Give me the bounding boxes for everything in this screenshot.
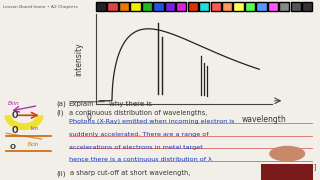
Text: (i): (i) — [56, 110, 63, 116]
FancyBboxPatch shape — [108, 2, 118, 12]
Text: a sharp cut-off at short wavelength,: a sharp cut-off at short wavelength, — [70, 170, 191, 176]
FancyBboxPatch shape — [268, 2, 278, 12]
FancyBboxPatch shape — [199, 2, 209, 12]
Text: Photons (X-Ray) emitted when incoming electron is: Photons (X-Ray) emitted when incoming el… — [69, 119, 234, 124]
FancyBboxPatch shape — [119, 2, 129, 12]
FancyBboxPatch shape — [176, 2, 187, 12]
FancyBboxPatch shape — [211, 2, 221, 12]
Text: (a): (a) — [56, 101, 66, 107]
Text: O: O — [10, 144, 16, 150]
FancyBboxPatch shape — [130, 2, 140, 12]
Ellipse shape — [269, 146, 305, 162]
FancyBboxPatch shape — [256, 2, 267, 12]
Text: Ekin: Ekin — [8, 101, 20, 105]
Text: a continuous distribution of wavelengths,: a continuous distribution of wavelengths… — [69, 110, 207, 116]
Text: why there is: why there is — [109, 101, 152, 107]
FancyBboxPatch shape — [245, 2, 255, 12]
Text: kin: kin — [30, 126, 38, 131]
Text: wavelength: wavelength — [241, 115, 286, 124]
Text: O: O — [11, 111, 18, 120]
Text: Explain: Explain — [69, 101, 94, 107]
Text: 0: 0 — [86, 113, 92, 122]
FancyBboxPatch shape — [153, 2, 164, 12]
Text: accelerations of electrons in metal target: accelerations of electrons in metal targ… — [69, 145, 203, 150]
FancyBboxPatch shape — [142, 2, 152, 12]
FancyBboxPatch shape — [302, 2, 312, 12]
Text: Lesson Board home • A2 Chapters: Lesson Board home • A2 Chapters — [3, 5, 78, 9]
FancyBboxPatch shape — [233, 2, 244, 12]
Text: Ekin: Ekin — [27, 142, 38, 147]
FancyBboxPatch shape — [291, 2, 301, 12]
FancyBboxPatch shape — [165, 2, 175, 12]
FancyBboxPatch shape — [96, 2, 106, 12]
Text: O: O — [11, 126, 18, 135]
Bar — [261, 164, 314, 180]
Text: (ii): (ii) — [56, 170, 66, 177]
FancyBboxPatch shape — [279, 2, 290, 12]
Text: hence there is a continuous distribution of λ: hence there is a continuous distribution… — [69, 158, 212, 163]
Text: [3]: [3] — [307, 163, 316, 170]
FancyBboxPatch shape — [222, 2, 232, 12]
Text: intensity: intensity — [74, 43, 83, 76]
Text: suddenly accelerated. There are a range of: suddenly accelerated. There are a range … — [69, 132, 208, 137]
FancyBboxPatch shape — [188, 2, 198, 12]
